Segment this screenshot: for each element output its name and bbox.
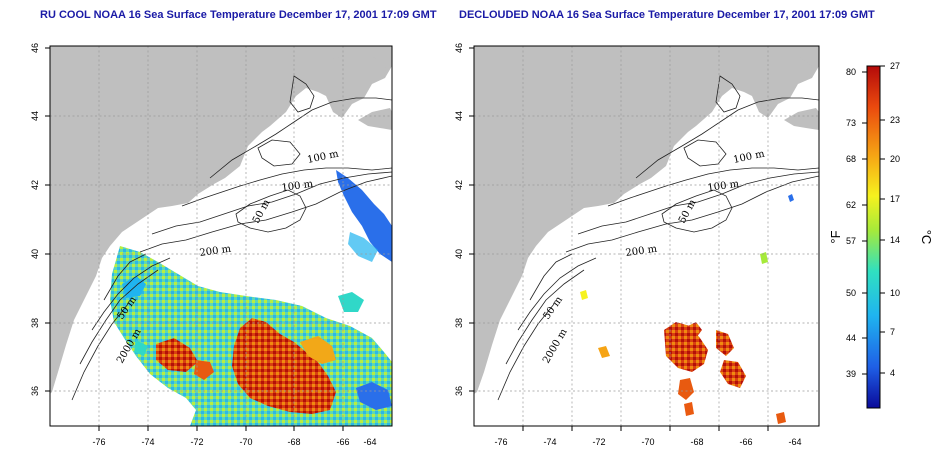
fahrenheit-tick: 68 (846, 154, 856, 164)
x-tick-label: -72 (190, 437, 203, 447)
fahrenheit-unit-label: °F (828, 230, 843, 243)
left-map-frame (49, 45, 393, 427)
fahrenheit-tick: 73 (846, 118, 856, 128)
right-graticule (474, 46, 819, 426)
contour-label: 100 m (281, 179, 314, 194)
celsius-tick: 14 (890, 235, 900, 245)
right-bathymetry-contours (497, 75, 819, 401)
contour-label: 200 m (625, 244, 658, 259)
x-tick-label: -76 (92, 437, 105, 447)
x-tick-label: -74 (543, 437, 556, 447)
left-bathymetry-contours (71, 75, 392, 401)
x-tick-label: -72 (592, 437, 605, 447)
x-tick-label: -66 (739, 437, 752, 447)
colorbar-gradient (866, 65, 881, 409)
x-tick-label: -64 (363, 437, 376, 447)
y-tick-label: 40 (454, 249, 464, 259)
celsius-tick: 7 (890, 327, 895, 337)
celsius-tick: 23 (890, 115, 900, 125)
left-panel-title: RU COOL NOAA 16 Sea Surface Temperature … (40, 9, 437, 21)
celsius-tick: 27 (890, 61, 900, 71)
y-tick-label: 44 (454, 111, 464, 121)
y-tick-label: 44 (30, 111, 40, 121)
y-tick-label: 46 (30, 43, 40, 53)
x-tick-label: -76 (494, 437, 507, 447)
left-map-panel: 100 m 100 m 50 m 200 m 50 m 2000 m -76 -… (30, 43, 393, 447)
left-land-mass (50, 46, 392, 394)
x-tick-label: -66 (336, 437, 349, 447)
celsius-tick: 10 (890, 288, 900, 298)
right-map-frame (473, 45, 820, 427)
fahrenheit-tick: 80 (846, 67, 856, 77)
fahrenheit-tick: 62 (846, 200, 856, 210)
y-tick-label: 42 (30, 180, 40, 190)
y-tick-label: 42 (454, 180, 464, 190)
celsius-tick: 4 (890, 368, 895, 378)
fahrenheit-tick: 57 (846, 236, 856, 246)
y-tick-label: 36 (454, 386, 464, 396)
y-tick-label: 36 (30, 386, 40, 396)
right-map-panel: 100 m 100 m 50 m 200 m 50 m 2000 m -76 -… (454, 43, 820, 447)
y-tick-label: 38 (454, 318, 464, 328)
contour-label: 200 m (199, 244, 232, 259)
fahrenheit-tick: 50 (846, 288, 856, 298)
temperature-colorbar: 80 73 68 62 57 50 44 39 27 23 20 17 14 1… (828, 61, 934, 409)
x-tick-label: -70 (239, 437, 252, 447)
x-tick-label: -68 (287, 437, 300, 447)
left-sst-field (110, 170, 392, 426)
right-sst-field (580, 194, 794, 424)
right-land-mass (474, 46, 819, 394)
x-tick-label: -74 (141, 437, 154, 447)
x-tick-label: -64 (788, 437, 801, 447)
celsius-tick: 20 (890, 154, 900, 164)
y-tick-label: 46 (454, 43, 464, 53)
right-panel-title: DECLOUDED NOAA 16 Sea Surface Temperatur… (459, 9, 875, 21)
y-tick-label: 40 (30, 249, 40, 259)
contour-label: 100 m (707, 179, 740, 194)
celsius-tick: 17 (890, 194, 900, 204)
fahrenheit-tick: 39 (846, 369, 856, 379)
x-tick-label: -70 (641, 437, 654, 447)
left-graticule (50, 46, 392, 426)
x-tick-label: -68 (690, 437, 703, 447)
fahrenheit-tick: 44 (846, 333, 856, 343)
celsius-unit-label: °C (919, 230, 934, 245)
y-tick-label: 38 (30, 318, 40, 328)
